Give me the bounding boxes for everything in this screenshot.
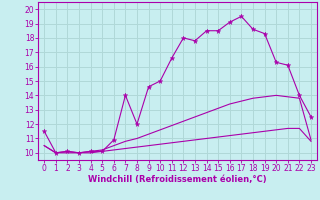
X-axis label: Windchill (Refroidissement éolien,°C): Windchill (Refroidissement éolien,°C) [88,175,267,184]
